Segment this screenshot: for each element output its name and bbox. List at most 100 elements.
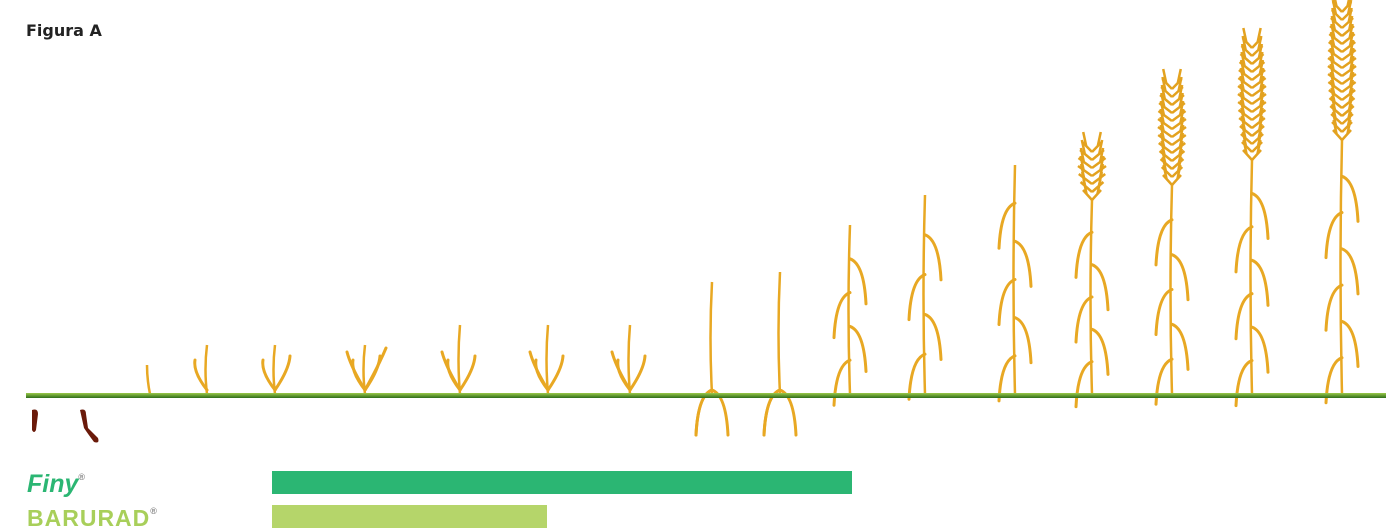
leaf bbox=[1074, 360, 1094, 409]
leaf bbox=[610, 350, 632, 392]
stem bbox=[922, 194, 927, 395]
leaf bbox=[1234, 292, 1254, 341]
registered-mark: ® bbox=[78, 472, 85, 482]
leaf bbox=[762, 388, 782, 437]
spikelet bbox=[1241, 27, 1263, 49]
leaf bbox=[710, 388, 730, 437]
spikelet bbox=[1330, 7, 1354, 29]
spikelet bbox=[1327, 71, 1357, 94]
stem bbox=[457, 324, 462, 395]
spikelet bbox=[1158, 92, 1186, 114]
product-label: Finy® bbox=[27, 470, 85, 498]
stem bbox=[545, 324, 550, 395]
spikelet bbox=[1077, 147, 1107, 170]
spikelet bbox=[1237, 67, 1267, 90]
spikelet bbox=[1328, 87, 1356, 109]
spikelet bbox=[1081, 131, 1103, 153]
leaf bbox=[1340, 247, 1360, 296]
leaf bbox=[1340, 174, 1360, 223]
stem bbox=[777, 271, 782, 395]
spikelet bbox=[1162, 164, 1182, 186]
leaf bbox=[1324, 283, 1344, 332]
stem bbox=[709, 281, 714, 395]
leaf bbox=[923, 312, 943, 361]
leaf bbox=[1013, 316, 1033, 365]
spikelet bbox=[1238, 51, 1266, 73]
leaf bbox=[778, 388, 798, 437]
leaf bbox=[848, 257, 868, 306]
leaf bbox=[1170, 322, 1190, 371]
leaf bbox=[1154, 288, 1174, 336]
spikelet bbox=[1161, 68, 1183, 90]
leaf bbox=[1250, 191, 1270, 240]
spikelet bbox=[1327, 47, 1357, 70]
application-window bbox=[272, 505, 547, 528]
spikelet bbox=[1330, 103, 1354, 125]
leaf bbox=[1250, 258, 1270, 307]
leaf bbox=[1090, 263, 1110, 312]
leaf bbox=[273, 354, 292, 392]
spikelet bbox=[1079, 139, 1105, 161]
registered-mark: ® bbox=[150, 506, 158, 516]
leaf bbox=[694, 388, 714, 437]
spikelet bbox=[1331, 0, 1353, 13]
spikelet bbox=[1237, 99, 1267, 122]
product-name: BARURAD bbox=[27, 505, 150, 531]
leaf bbox=[1250, 325, 1270, 374]
leaf bbox=[363, 346, 388, 392]
stem bbox=[145, 364, 152, 395]
leaf bbox=[1013, 239, 1033, 288]
leaf bbox=[997, 201, 1017, 250]
leaf bbox=[832, 358, 852, 407]
spikelet bbox=[1157, 116, 1187, 139]
leaf bbox=[832, 291, 852, 340]
spikelet bbox=[1160, 76, 1184, 98]
spikelet bbox=[1327, 31, 1357, 53]
spikelet bbox=[1082, 179, 1102, 201]
stem bbox=[1249, 159, 1254, 395]
spikelet bbox=[1241, 131, 1263, 153]
leaf bbox=[1170, 253, 1190, 302]
leaf bbox=[345, 350, 367, 392]
leaf bbox=[1340, 319, 1360, 368]
spikelet bbox=[1158, 140, 1186, 162]
product-label: BARURAD® bbox=[27, 505, 158, 531]
leaf bbox=[193, 358, 209, 392]
spikelet bbox=[1239, 43, 1265, 65]
leaf bbox=[628, 354, 647, 392]
leaf bbox=[848, 324, 868, 373]
leaf bbox=[907, 352, 927, 401]
spikelet bbox=[1157, 124, 1187, 147]
spikelet bbox=[1331, 111, 1353, 133]
spikelet bbox=[1237, 91, 1267, 114]
spikelet bbox=[1329, 95, 1355, 117]
leaf bbox=[1324, 211, 1344, 260]
spikelet bbox=[1238, 107, 1266, 129]
stem bbox=[627, 324, 632, 395]
plants bbox=[145, 0, 1360, 437]
spikelet bbox=[1157, 108, 1187, 131]
spikelet bbox=[1240, 123, 1264, 145]
leaf bbox=[1074, 230, 1094, 279]
spikelet bbox=[1237, 75, 1267, 98]
leaf bbox=[923, 233, 943, 282]
spikelet bbox=[1327, 39, 1357, 62]
spikelet bbox=[1159, 148, 1185, 170]
leaf bbox=[997, 278, 1017, 326]
spikelet bbox=[1328, 79, 1356, 101]
spikelet bbox=[1328, 23, 1356, 45]
spikelet bbox=[1238, 59, 1266, 81]
stem bbox=[847, 224, 852, 395]
stem bbox=[1339, 139, 1344, 395]
spikelet bbox=[1327, 55, 1357, 78]
spikelet bbox=[1079, 171, 1105, 193]
seed bbox=[32, 409, 38, 432]
leaf bbox=[458, 354, 477, 392]
leaf bbox=[440, 350, 462, 392]
application-window bbox=[272, 471, 852, 494]
spikelet bbox=[1242, 139, 1262, 161]
figure-title: Figura A bbox=[26, 21, 103, 40]
spikelet bbox=[1078, 163, 1106, 185]
